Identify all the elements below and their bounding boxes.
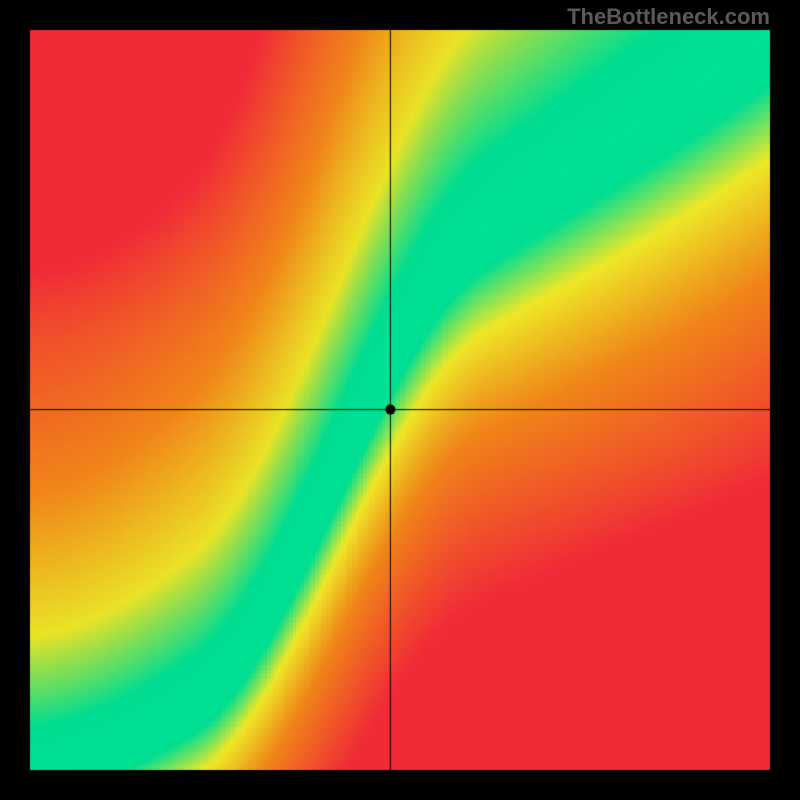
attribution-label: TheBottleneck.com bbox=[567, 4, 770, 30]
bottleneck-heatmap-canvas bbox=[0, 0, 800, 800]
chart-container: TheBottleneck.com bbox=[0, 0, 800, 800]
